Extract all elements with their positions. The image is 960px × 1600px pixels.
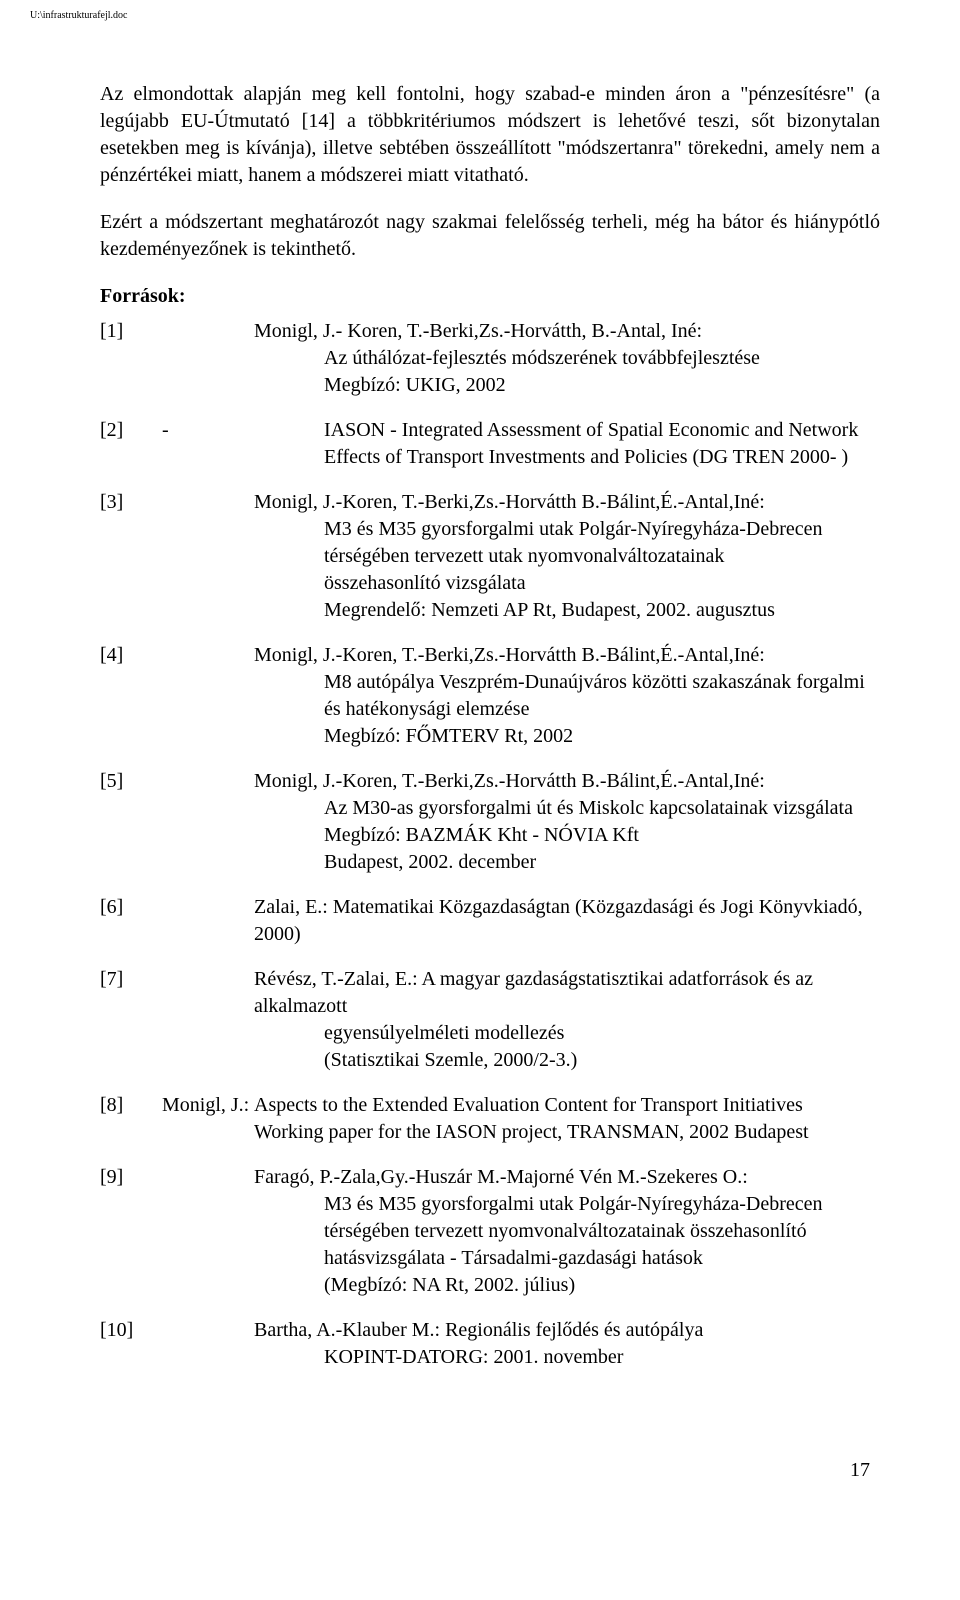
reference-body: Zalai, E.: Matematikai Közgazdaságtan (K… bbox=[254, 894, 880, 966]
reference-lead: Révész, T.-Zalai, E.: A magyar gazdaságs… bbox=[254, 966, 880, 1020]
reference-number: [9] bbox=[100, 1164, 162, 1317]
reference-item: [1] Monigl, J.- Koren, T.-Berki,Zs.-Horv… bbox=[100, 318, 880, 417]
reference-item: [10] Bartha, A.-Klauber M.: Regionális f… bbox=[100, 1317, 880, 1389]
reference-body: Monigl, J.- Koren, T.-Berki,Zs.-Horvátth… bbox=[254, 318, 880, 417]
reference-sep bbox=[162, 318, 254, 417]
reference-body: IASON - Integrated Assessment of Spatial… bbox=[254, 417, 880, 489]
sources-heading: Források: bbox=[100, 283, 880, 310]
reference-line: M8 autópálya Veszprém-Dunaújváros között… bbox=[254, 669, 880, 696]
reference-sep: Monigl, J.: bbox=[162, 1092, 254, 1164]
reference-line: Budapest, 2002. december bbox=[254, 849, 880, 876]
reference-line: egyensúlyelméleti modellezés bbox=[254, 1020, 880, 1047]
reference-number: [2] bbox=[100, 417, 162, 489]
reference-body: Monigl, J.-Koren, T.-Berki,Zs.-Horvátth … bbox=[254, 489, 880, 642]
reference-line: Effects of Transport Investments and Pol… bbox=[254, 444, 880, 471]
reference-body: Révész, T.-Zalai, E.: A magyar gazdaságs… bbox=[254, 966, 880, 1092]
reference-number: [5] bbox=[100, 768, 162, 894]
reference-lead: Monigl, J.-Koren, T.-Berki,Zs.-Horvátth … bbox=[254, 768, 880, 795]
reference-line: (Megbízó: NA Rt, 2002. július) bbox=[254, 1272, 880, 1299]
reference-line: Megbízó: FŐMTERV Rt, 2002 bbox=[254, 723, 880, 750]
reference-line: Az úthálózat-fejlesztés módszerének tová… bbox=[254, 345, 880, 372]
reference-item: [7] Révész, T.-Zalai, E.: A magyar gazda… bbox=[100, 966, 880, 1092]
reference-line: IASON - Integrated Assessment of Spatial… bbox=[254, 417, 880, 444]
reference-item: [5] Monigl, J.-Koren, T.-Berki,Zs.-Horvá… bbox=[100, 768, 880, 894]
reference-line: térségében tervezett nyomvonalváltozatai… bbox=[254, 1218, 880, 1245]
reference-number: [7] bbox=[100, 966, 162, 1092]
reference-number: [6] bbox=[100, 894, 162, 966]
reference-sep bbox=[162, 894, 254, 966]
reference-sep bbox=[162, 1164, 254, 1317]
reference-sep bbox=[162, 642, 254, 768]
reference-line: Megbízó: UKIG, 2002 bbox=[254, 372, 880, 399]
reference-number: [8] bbox=[100, 1092, 162, 1164]
reference-line: Megrendelő: Nemzeti AP Rt, Budapest, 200… bbox=[254, 597, 880, 624]
references-list: [1] Monigl, J.- Koren, T.-Berki,Zs.-Horv… bbox=[100, 318, 880, 1389]
reference-number: [4] bbox=[100, 642, 162, 768]
reference-line: (Statisztikai Szemle, 2000/2-3.) bbox=[254, 1047, 880, 1074]
reference-line: Aspects to the Extended Evaluation Conte… bbox=[254, 1092, 880, 1119]
reference-body: Monigl, J.-Koren, T.-Berki,Zs.-Horvátth … bbox=[254, 768, 880, 894]
reference-lead: Bartha, A.-Klauber M.: Regionális fejlőd… bbox=[254, 1317, 880, 1344]
paragraph-2: Ezért a módszertant meghatározót nagy sz… bbox=[100, 209, 880, 263]
reference-number: [10] bbox=[100, 1317, 162, 1389]
reference-line: Az M30-as gyorsforgalmi út és Miskolc ka… bbox=[254, 795, 880, 822]
reference-body: Faragó, P.-Zala,Gy.-Huszár M.-Majorné Vé… bbox=[254, 1164, 880, 1317]
reference-line: KOPINT-DATORG: 2001. november bbox=[254, 1344, 880, 1371]
reference-item: [6] Zalai, E.: Matematikai Közgazdaságta… bbox=[100, 894, 880, 966]
reference-line: M3 és M35 gyorsforgalmi utak Polgár-Nyír… bbox=[254, 516, 880, 543]
reference-sep bbox=[162, 489, 254, 642]
reference-item: [8] Monigl, J.: Aspects to the Extended … bbox=[100, 1092, 880, 1164]
reference-item: [9] Faragó, P.-Zala,Gy.-Huszár M.-Majorn… bbox=[100, 1164, 880, 1317]
reference-body: Monigl, J.-Koren, T.-Berki,Zs.-Horvátth … bbox=[254, 642, 880, 768]
reference-body: Aspects to the Extended Evaluation Conte… bbox=[254, 1092, 880, 1164]
page-content: Az elmondottak alapján meg kell fontolni… bbox=[0, 21, 960, 1439]
reference-body: Bartha, A.-Klauber M.: Regionális fejlőd… bbox=[254, 1317, 880, 1389]
reference-number: [1] bbox=[100, 318, 162, 417]
reference-line: összehasonlító vizsgálata bbox=[254, 570, 880, 597]
reference-sep: - bbox=[162, 417, 254, 489]
reference-lead: Monigl, J.-Koren, T.-Berki,Zs.-Horvátth … bbox=[254, 642, 880, 669]
reference-line: térségében tervezett utak nyomvonalválto… bbox=[254, 543, 880, 570]
reference-lead: Monigl, J.- Koren, T.-Berki,Zs.-Horvátth… bbox=[254, 318, 880, 345]
reference-sep bbox=[162, 1317, 254, 1389]
reference-line: Working paper for the IASON project, TRA… bbox=[254, 1119, 880, 1146]
reference-sep bbox=[162, 768, 254, 894]
reference-lead: Faragó, P.-Zala,Gy.-Huszár M.-Majorné Vé… bbox=[254, 1164, 880, 1191]
reference-number: [3] bbox=[100, 489, 162, 642]
reference-lead: Zalai, E.: Matematikai Közgazdaságtan (K… bbox=[254, 894, 880, 948]
reference-item: [4] Monigl, J.-Koren, T.-Berki,Zs.-Horvá… bbox=[100, 642, 880, 768]
reference-item: [2] - IASON - Integrated Assessment of S… bbox=[100, 417, 880, 489]
reference-lead: Monigl, J.-Koren, T.-Berki,Zs.-Horvátth … bbox=[254, 489, 880, 516]
reference-item: [3] Monigl, J.-Koren, T.-Berki,Zs.-Horvá… bbox=[100, 489, 880, 642]
document-path: U:\infrastrukturafejl.doc bbox=[0, 0, 960, 21]
reference-line: hatásvizsgálata - Társadalmi-gazdasági h… bbox=[254, 1245, 880, 1272]
page-number: 17 bbox=[0, 1439, 960, 1502]
reference-sep bbox=[162, 966, 254, 1092]
reference-line: M3 és M35 gyorsforgalmi utak Polgár-Nyír… bbox=[254, 1191, 880, 1218]
paragraph-1: Az elmondottak alapján meg kell fontolni… bbox=[100, 81, 880, 189]
reference-line: és hatékonysági elemzése bbox=[254, 696, 880, 723]
reference-line: Megbízó: BAZMÁK Kht - NÓVIA Kft bbox=[254, 822, 880, 849]
